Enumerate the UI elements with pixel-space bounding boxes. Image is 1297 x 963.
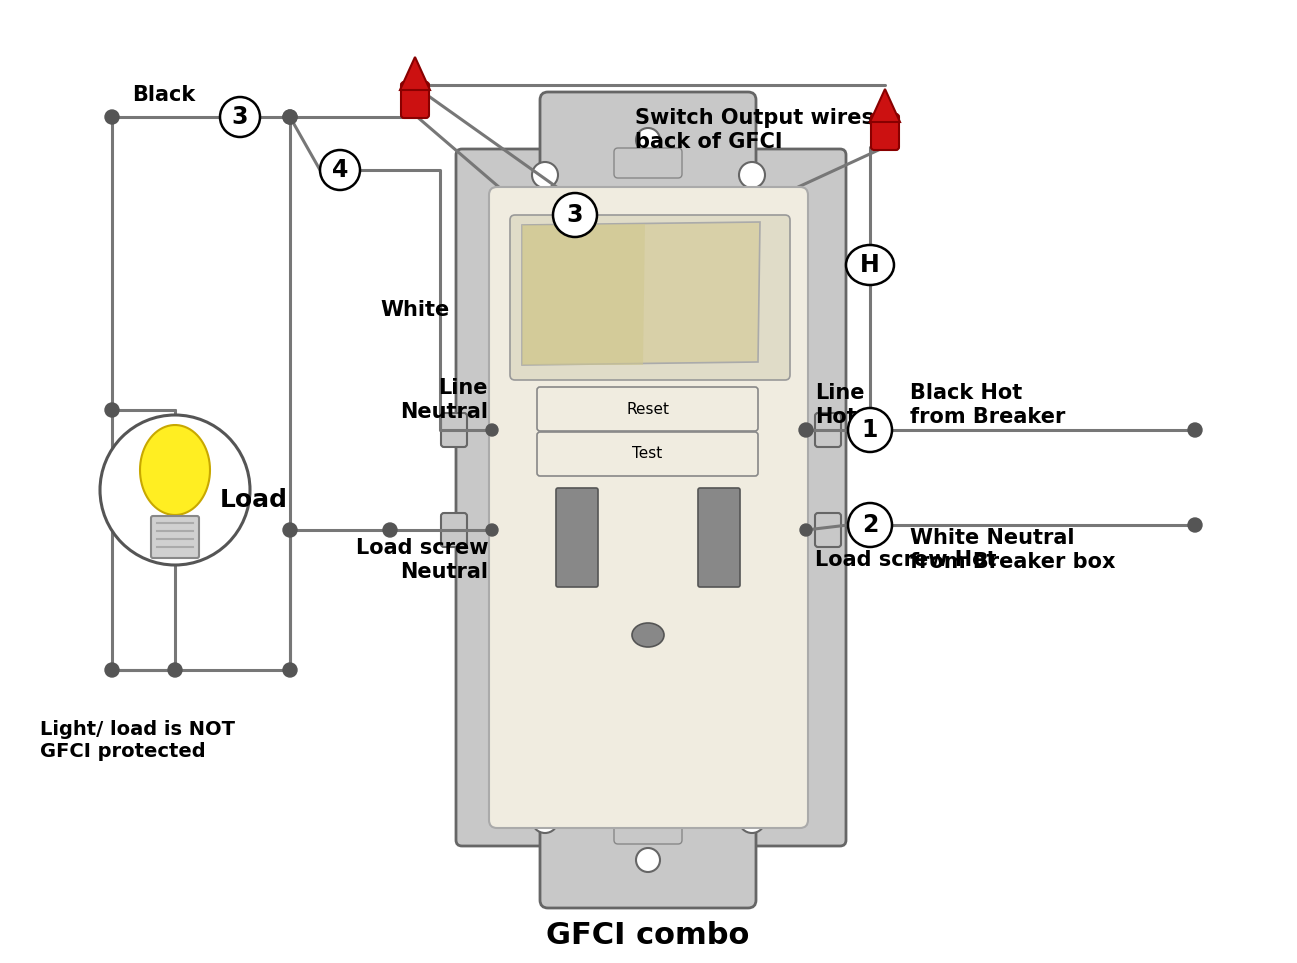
Circle shape: [283, 110, 297, 124]
Circle shape: [169, 663, 182, 677]
Circle shape: [739, 162, 765, 188]
Circle shape: [486, 524, 498, 536]
Text: Load screw
Neutral: Load screw Neutral: [355, 538, 488, 582]
Ellipse shape: [632, 623, 664, 647]
Polygon shape: [140, 425, 210, 515]
Circle shape: [799, 423, 813, 437]
FancyBboxPatch shape: [815, 513, 840, 547]
Circle shape: [486, 424, 498, 436]
FancyBboxPatch shape: [556, 488, 598, 587]
Circle shape: [636, 128, 660, 152]
Text: White Neutral
from Breaker box: White Neutral from Breaker box: [910, 529, 1115, 572]
FancyBboxPatch shape: [441, 413, 467, 447]
FancyBboxPatch shape: [872, 114, 899, 150]
Text: Reset: Reset: [626, 402, 669, 417]
Circle shape: [532, 807, 558, 833]
Circle shape: [1188, 518, 1202, 532]
Circle shape: [320, 150, 361, 190]
Circle shape: [848, 503, 892, 547]
Text: GFCI combo: GFCI combo: [546, 921, 750, 950]
Text: Black Hot
from Breaker: Black Hot from Breaker: [910, 383, 1065, 427]
Circle shape: [220, 97, 259, 137]
Text: 1: 1: [861, 418, 878, 442]
FancyBboxPatch shape: [401, 82, 429, 118]
FancyBboxPatch shape: [698, 488, 741, 587]
Polygon shape: [521, 224, 645, 365]
Circle shape: [283, 110, 297, 124]
Polygon shape: [521, 222, 760, 365]
FancyBboxPatch shape: [613, 816, 682, 844]
Polygon shape: [870, 89, 900, 122]
Text: Load: Load: [220, 488, 288, 512]
Circle shape: [1188, 423, 1202, 437]
Text: 4: 4: [332, 158, 348, 182]
Ellipse shape: [846, 245, 894, 285]
FancyBboxPatch shape: [537, 387, 757, 431]
Circle shape: [553, 193, 597, 237]
Text: Switch Output wires
back of GFCI: Switch Output wires back of GFCI: [636, 109, 874, 151]
Circle shape: [100, 415, 250, 565]
Text: Line
Hot: Line Hot: [815, 383, 865, 427]
Circle shape: [105, 663, 119, 677]
Polygon shape: [399, 57, 431, 90]
Circle shape: [383, 523, 397, 537]
FancyBboxPatch shape: [457, 149, 846, 846]
Circle shape: [283, 523, 297, 537]
FancyBboxPatch shape: [613, 148, 682, 178]
FancyBboxPatch shape: [150, 516, 198, 558]
Text: Black: Black: [132, 85, 196, 105]
FancyBboxPatch shape: [540, 92, 756, 193]
Circle shape: [532, 162, 558, 188]
Circle shape: [105, 403, 119, 417]
Text: H: H: [860, 253, 879, 277]
FancyBboxPatch shape: [537, 432, 757, 476]
Text: 3: 3: [567, 203, 584, 227]
Circle shape: [848, 408, 892, 452]
FancyBboxPatch shape: [540, 812, 756, 908]
Text: 3: 3: [232, 105, 248, 129]
Circle shape: [800, 424, 812, 436]
FancyBboxPatch shape: [441, 513, 467, 547]
Text: Light/ load is NOT
GFCI protected: Light/ load is NOT GFCI protected: [40, 720, 235, 761]
Circle shape: [800, 524, 812, 536]
Circle shape: [283, 663, 297, 677]
Text: Test: Test: [633, 447, 663, 461]
FancyBboxPatch shape: [489, 187, 808, 828]
Text: Load screw Hot: Load screw Hot: [815, 550, 996, 570]
Text: White: White: [380, 300, 450, 320]
Text: 2: 2: [861, 513, 878, 537]
Circle shape: [105, 110, 119, 124]
Circle shape: [739, 807, 765, 833]
FancyBboxPatch shape: [815, 413, 840, 447]
Text: Line
Neutral: Line Neutral: [399, 378, 488, 422]
FancyBboxPatch shape: [510, 215, 790, 380]
Circle shape: [636, 848, 660, 872]
